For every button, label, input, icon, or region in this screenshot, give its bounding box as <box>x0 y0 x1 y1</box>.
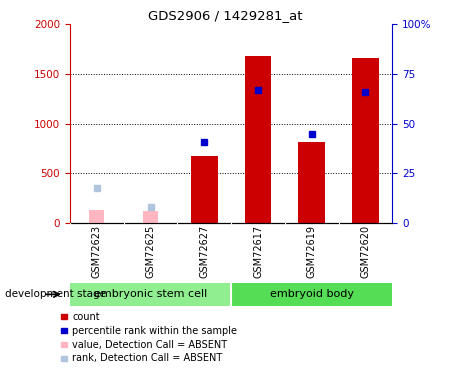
Text: embryoid body: embryoid body <box>270 290 354 299</box>
Bar <box>298 142 325 223</box>
Text: GSM72617: GSM72617 <box>253 225 263 278</box>
Bar <box>352 58 379 223</box>
Text: GSM72627: GSM72627 <box>199 225 209 278</box>
Text: embryonic stem cell: embryonic stem cell <box>94 290 207 299</box>
Text: GSM72625: GSM72625 <box>146 225 156 278</box>
Text: GSM72619: GSM72619 <box>307 225 317 278</box>
Text: development stage: development stage <box>5 290 106 299</box>
Bar <box>191 156 218 223</box>
Text: GSM72620: GSM72620 <box>360 225 371 278</box>
Text: GSM72623: GSM72623 <box>92 225 102 278</box>
Bar <box>244 56 272 223</box>
Text: GDS2906 / 1429281_at: GDS2906 / 1429281_at <box>148 9 303 22</box>
Bar <box>143 211 158 223</box>
Text: count: count <box>72 312 100 322</box>
Text: percentile rank within the sample: percentile rank within the sample <box>72 326 237 336</box>
Text: rank, Detection Call = ABSENT: rank, Detection Call = ABSENT <box>72 354 222 363</box>
Text: value, Detection Call = ABSENT: value, Detection Call = ABSENT <box>72 340 227 350</box>
Bar <box>89 210 104 223</box>
Bar <box>231 283 392 306</box>
Bar <box>70 283 231 306</box>
